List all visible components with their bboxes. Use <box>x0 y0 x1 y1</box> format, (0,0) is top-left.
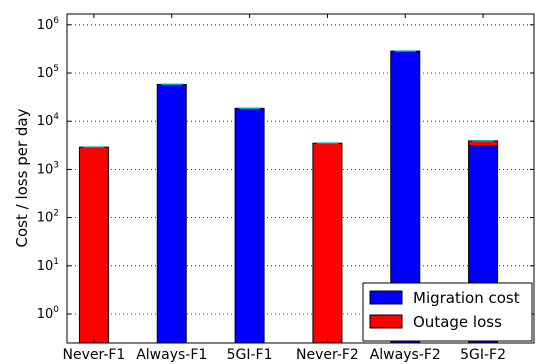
x-tick-label: Always-F2 <box>370 347 441 363</box>
x-tick-label: 5GI-F1 <box>227 347 273 363</box>
legend-label: Outage loss <box>413 313 502 331</box>
plot-frame <box>66 13 535 344</box>
x-tick-label: Never-F2 <box>296 347 359 363</box>
bar-migration <box>156 83 187 344</box>
legend-swatch <box>369 314 403 329</box>
legend: Migration cost Outage loss <box>362 282 533 342</box>
x-tick-label: Never-F1 <box>62 347 125 363</box>
legend-swatch <box>369 290 403 305</box>
bar-outage <box>312 142 343 344</box>
y-tick-label: 104 <box>37 112 60 129</box>
x-tick-label: 5GI-F2 <box>460 347 506 363</box>
y-tick-label: 100 <box>37 305 60 322</box>
bars <box>78 50 499 344</box>
y-ticks: 100 101 102 103 104 105 106 <box>37 14 534 343</box>
x-tick-label: Always-F1 <box>136 347 207 363</box>
bar-outage <box>78 146 109 344</box>
y-tick-label: 102 <box>37 209 59 226</box>
y-axis-label: Cost / loss per day <box>13 108 31 247</box>
grid-lines <box>67 24 534 315</box>
bar-migration <box>234 107 265 344</box>
y-tick-label: 105 <box>37 64 59 81</box>
x-tick-labels: Never-F1 Always-F1 5GI-F1 Never-F2 Always-F2… <box>62 347 506 363</box>
y-tick-label: 101 <box>37 257 59 274</box>
legend-label: Migration cost <box>413 289 520 307</box>
y-tick-label: 106 <box>37 16 60 33</box>
y-tick-label: 103 <box>37 160 59 177</box>
